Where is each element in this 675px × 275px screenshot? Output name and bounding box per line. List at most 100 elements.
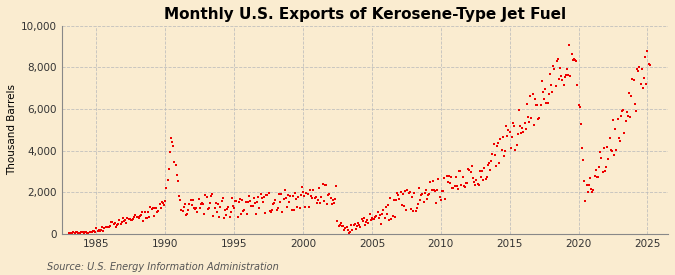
Point	[475, 169, 485, 174]
Point	[109, 221, 120, 226]
Point	[273, 206, 284, 210]
Point	[617, 108, 628, 113]
Point	[494, 161, 505, 166]
Point	[385, 196, 396, 200]
Point	[201, 194, 212, 199]
Point	[368, 216, 379, 221]
Point	[580, 199, 591, 203]
Point	[514, 108, 524, 112]
Point	[137, 210, 148, 214]
Point	[574, 105, 585, 109]
Point	[163, 167, 174, 171]
Point	[457, 175, 468, 179]
Point	[541, 100, 551, 105]
Point	[542, 100, 553, 105]
Point	[224, 215, 235, 219]
Point	[340, 226, 351, 230]
Point	[161, 186, 172, 191]
Point	[411, 206, 422, 210]
Point	[299, 194, 310, 198]
Point	[365, 218, 376, 222]
Point	[435, 198, 446, 202]
Point	[434, 194, 445, 199]
Point	[98, 228, 109, 233]
Point	[422, 197, 433, 201]
Point	[250, 211, 261, 216]
Point	[500, 149, 510, 153]
Point	[281, 205, 292, 209]
Point	[442, 179, 453, 184]
Point	[159, 203, 169, 207]
Point	[157, 200, 167, 205]
Point	[67, 230, 78, 235]
Point	[238, 209, 249, 213]
Point	[119, 219, 130, 223]
Point	[144, 215, 155, 220]
Point	[564, 43, 574, 47]
Point	[508, 120, 518, 125]
Point	[215, 205, 225, 209]
Point	[400, 189, 410, 194]
Point	[338, 224, 348, 228]
Point	[142, 210, 153, 214]
Point	[363, 221, 374, 225]
Point	[483, 163, 493, 167]
Point	[90, 229, 101, 234]
Point	[250, 201, 261, 205]
Point	[383, 203, 394, 208]
Point	[150, 206, 161, 210]
Point	[154, 202, 165, 206]
Point	[313, 198, 323, 202]
Point	[396, 203, 407, 207]
Point	[476, 175, 487, 179]
Point	[72, 230, 82, 235]
Point	[92, 229, 103, 233]
Point	[634, 65, 645, 69]
Point	[353, 221, 364, 225]
Point	[147, 205, 158, 210]
Point	[406, 195, 417, 199]
Point	[176, 208, 187, 212]
Point	[319, 199, 329, 203]
Point	[583, 183, 594, 187]
Point	[533, 117, 544, 122]
Point	[193, 197, 204, 202]
Point	[409, 191, 420, 195]
Point	[209, 206, 220, 211]
Point	[391, 198, 402, 202]
Point	[288, 194, 298, 198]
Point	[265, 209, 275, 213]
Point	[563, 73, 574, 78]
Point	[155, 206, 166, 210]
Point	[70, 230, 80, 235]
Point	[288, 208, 299, 212]
Point	[116, 220, 127, 224]
Point	[520, 126, 531, 131]
Point	[194, 206, 205, 210]
Point	[639, 76, 649, 80]
Point	[619, 131, 630, 135]
Point	[101, 224, 112, 229]
Point	[331, 184, 342, 188]
Point	[509, 124, 520, 128]
Point	[392, 191, 402, 196]
Point	[447, 186, 458, 191]
Point	[344, 230, 354, 235]
Point	[421, 188, 431, 192]
Point	[381, 212, 392, 216]
Point	[278, 197, 289, 202]
Point	[261, 192, 272, 197]
Point	[406, 207, 416, 211]
Point	[502, 134, 513, 138]
Point	[246, 204, 256, 208]
Point	[605, 148, 616, 152]
Point	[551, 59, 562, 63]
Point	[185, 198, 196, 202]
Point	[575, 121, 586, 126]
Point	[345, 229, 356, 234]
Point	[262, 193, 273, 197]
Point	[142, 215, 153, 220]
Point	[97, 225, 107, 229]
Point	[257, 199, 268, 204]
Point	[203, 205, 214, 210]
